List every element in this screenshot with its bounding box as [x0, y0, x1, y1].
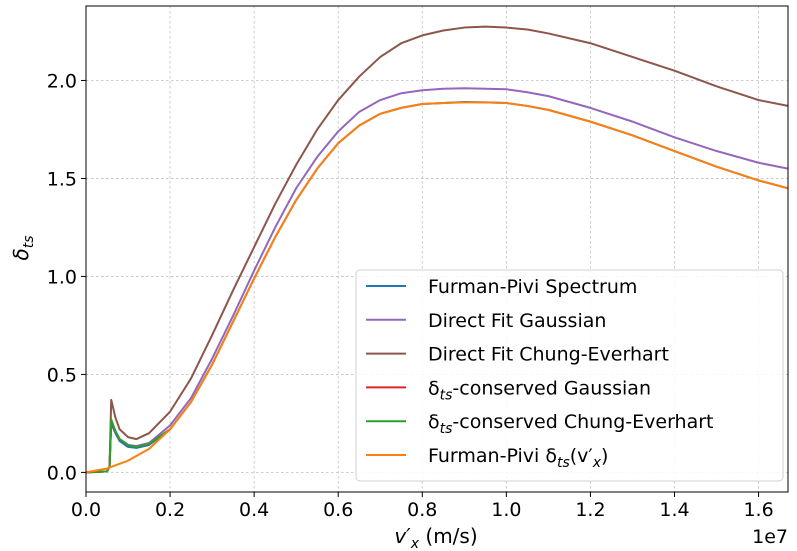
series-line-3 — [86, 25, 788, 474]
legend-label: Direct Fit Chung-Everhart — [428, 344, 669, 366]
x-tick-label: 1.4 — [659, 499, 689, 521]
ticks: 0.0 0.2 0.4 0.6 0.8 1.0 1.2 1.4 1.6 0.0 0.5 1.0 1.5 2… — [47, 70, 774, 521]
x-axis-multiplier: 1e7 — [752, 526, 788, 548]
y-tick-label: 0.0 — [47, 462, 77, 484]
x-tick-label: 0.2 — [155, 499, 185, 521]
plot-frame — [85, 5, 789, 493]
legend-label: Furman-Pivi δts(v′x) — [428, 445, 608, 471]
legend-label: δts-conserved Gaussian — [428, 377, 651, 403]
x-tick-label: 0.6 — [323, 499, 353, 521]
legend-frame — [355, 269, 784, 482]
series-line-6 — [86, 101, 788, 474]
y-tick-label: 0.5 — [47, 364, 77, 386]
x-tick-label: 0.8 — [407, 499, 437, 521]
x-tick-label: 1.2 — [575, 499, 605, 521]
y-tick-label: 1.0 — [47, 266, 77, 288]
x-tick-label: 0.4 — [239, 499, 269, 521]
x-axis-label: v′x (m/s) — [394, 524, 477, 551]
legend-label: δts-conserved Chung-Everhart — [428, 411, 714, 437]
y-tick-label: 2.0 — [47, 70, 77, 92]
x-tick-label: 1.0 — [491, 499, 521, 521]
y-axis-label: δts — [9, 235, 37, 260]
y-tick-label: 1.5 — [47, 168, 77, 190]
legend-label: Direct Fit Gaussian — [428, 310, 606, 332]
x-tick-label: 1.6 — [743, 499, 773, 521]
x-tick-label: 0.0 — [71, 499, 101, 521]
legend-label: Furman-Pivi Spectrum — [428, 276, 637, 298]
legend: Furman-Pivi Spectrum Direct Fit Gaussian D… — [355, 269, 784, 482]
series-layer — [86, 25, 788, 474]
